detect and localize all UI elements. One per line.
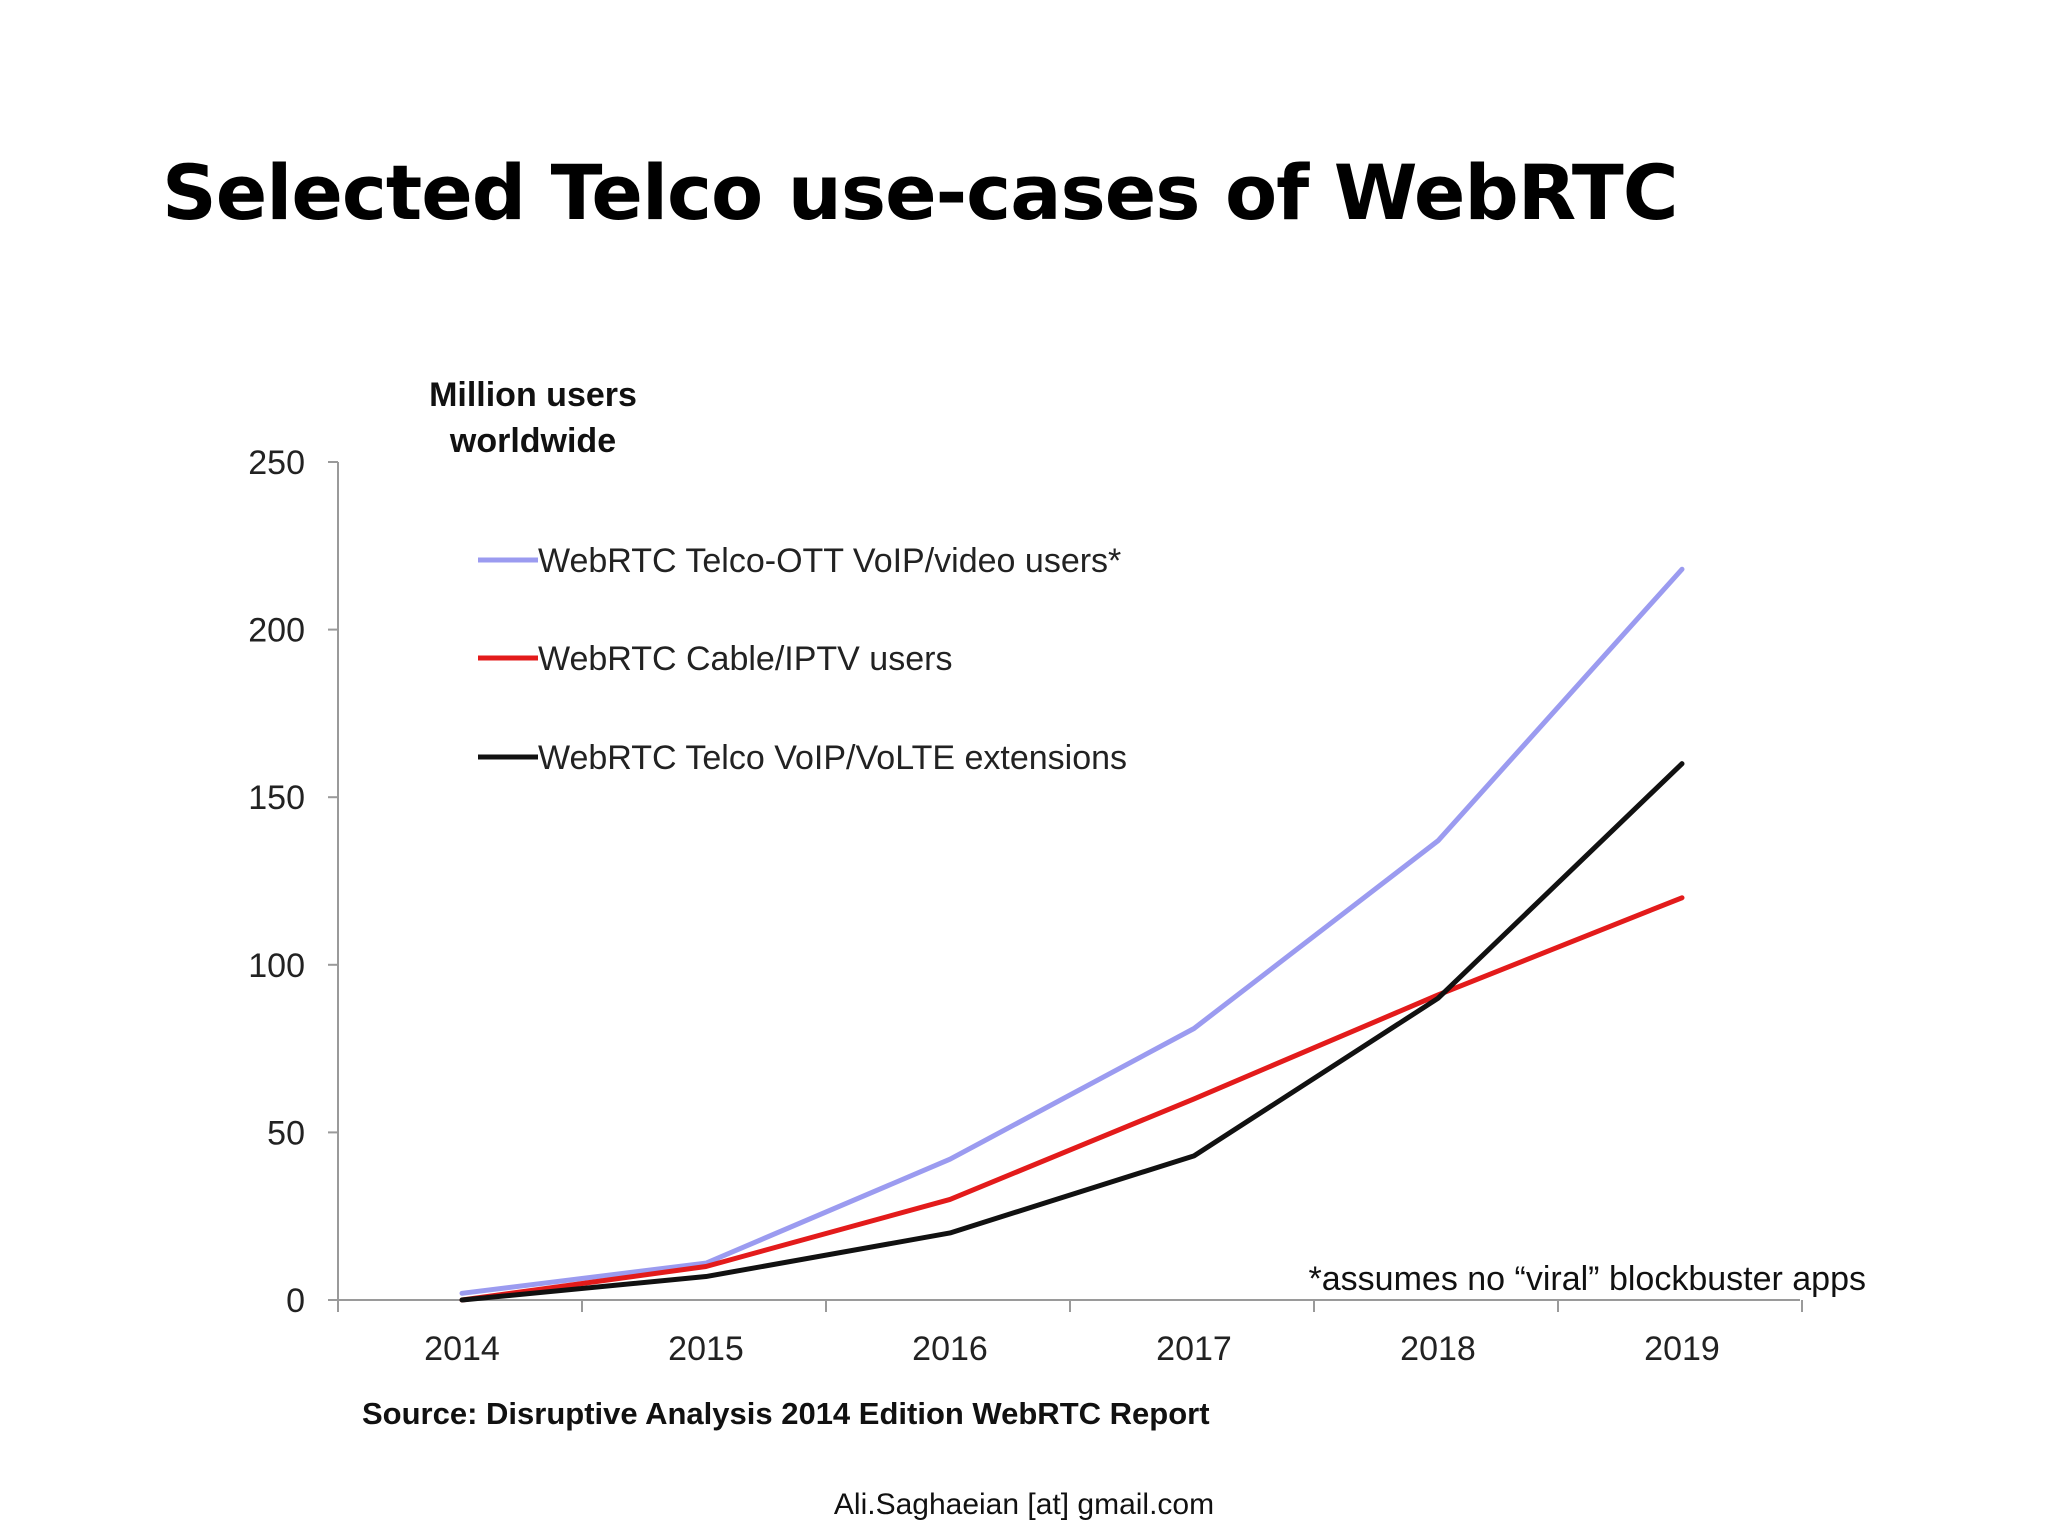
legend-label: WebRTC Telco VoIP/VoLTE extensions (538, 739, 1127, 777)
y-ticks: 0 50 100 150 200 250 (248, 444, 338, 1320)
x-tick-label: 2019 (1644, 1330, 1720, 1368)
y-tick-label: 150 (248, 779, 305, 817)
y-tick-label: 200 (248, 612, 305, 650)
x-ticks: 2014 2015 2016 2017 2018 2019 (337, 1300, 1803, 1368)
y-tick-label: 100 (248, 947, 305, 985)
footer-email: Ali.Saghaeian [at] gmail.com (833, 1488, 1215, 1521)
x-tick-label: 2015 (668, 1330, 744, 1368)
y-tick-label: 50 (267, 1114, 305, 1152)
x-tick-label: 2018 (1400, 1330, 1476, 1368)
legend: WebRTC Telco-OTT VoIP/video users* WebRTC… (478, 542, 1127, 777)
y-axis-title-line-2: worldwide (449, 422, 616, 460)
y-tick-label: 0 (286, 1282, 305, 1320)
series-lines (459, 566, 1685, 1303)
x-tick-label: 2016 (912, 1330, 988, 1368)
chart-source: Source: Disruptive Analysis 2014 Edition… (362, 1396, 1210, 1431)
y-axis-title-line-1: Million users (429, 376, 637, 414)
y-axis-title: Million users worldwide (429, 376, 637, 460)
x-tick-label: 2017 (1156, 1330, 1232, 1368)
series-line-3 (459, 761, 1685, 1303)
x-tick-label: 2014 (424, 1330, 500, 1368)
series-line-2 (459, 895, 1685, 1303)
legend-label: WebRTC Telco-OTT VoIP/video users* (538, 542, 1121, 580)
legend-label: WebRTC Cable/IPTV users (538, 640, 952, 678)
slide-title: Selected Telco use-cases of WebRTC (162, 148, 1679, 237)
y-tick-label: 250 (248, 444, 305, 482)
chart-annotation: *assumes no “viral” blockbuster apps (1309, 1260, 1866, 1298)
series-line-1 (459, 566, 1685, 1296)
